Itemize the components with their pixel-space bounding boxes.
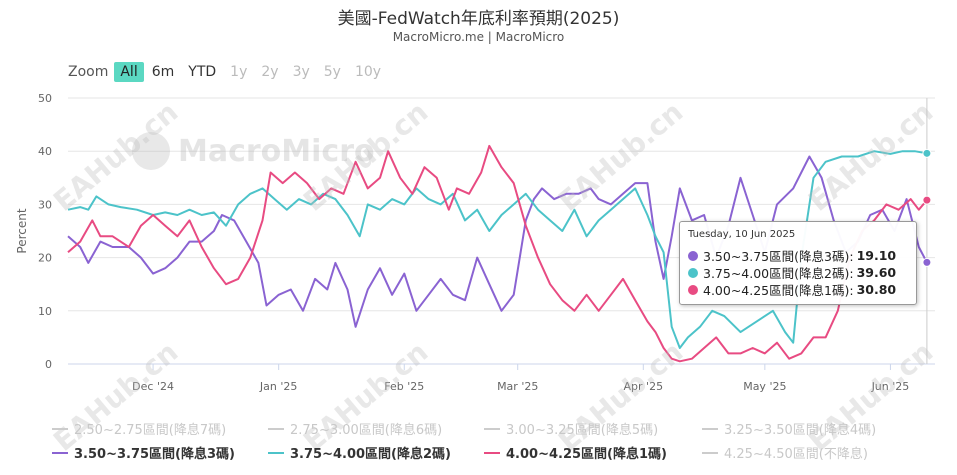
legend-line-icon [484,427,500,430]
y-tick-label: 20 [38,252,52,265]
legend-label: 3.25~3.50區間(降息4碼) [724,423,877,438]
hover-point-marker [922,148,932,158]
legend-item[interactable]: 3.25~3.50區間(降息4碼) [702,419,876,438]
zoom-button-3y[interactable]: 3y [292,64,310,80]
tooltip-row: 3.50~3.75區間(降息3碼): 19.10 [688,246,896,265]
legend-item[interactable]: 2.50~2.75區間(降息7碼) [52,419,226,438]
y-tick-label: 40 [38,145,52,158]
tooltip-row: 3.75~4.00區間(降息2碼): 39.60 [688,263,896,282]
tooltip-row-label: 3.50~3.75區間(降息3碼): [703,249,854,264]
legend-label: 2.50~2.75區間(降息7碼) [74,423,227,438]
tooltip-row: 4.00~4.25區間(降息1碼): 30.80 [688,280,896,299]
tooltip-row-value: 30.80 [856,282,897,297]
legend-line-icon [52,451,68,454]
x-tick-label: Mar '25 [497,380,538,393]
zoom-button-ytd[interactable]: YTD [188,64,217,80]
legend-line-icon [702,451,718,454]
legend-item[interactable]: 4.00~4.25區間(降息1碼) [484,443,667,462]
legend-line-icon [702,427,718,430]
legend-label: 4.00~4.25區間(降息1碼) [506,447,667,462]
tooltip-row-label: 3.75~4.00區間(降息2碼): [703,266,854,281]
chart-title: 美國-FedWatch年底利率預期(2025) [337,9,620,29]
zoom-button-1y[interactable]: 1y [230,64,248,80]
hover-point-marker [922,257,932,267]
legend-item[interactable]: 3.50~3.75區間(降息3碼) [52,443,235,462]
legend-line-icon [484,451,500,454]
legend-label: 3.50~3.75區間(降息3碼) [74,447,235,462]
legend-line-icon [52,427,68,430]
legend-label: 3.75~4.00區間(降息2碼) [290,447,451,462]
legend-label: 3.00~3.25區間(降息5碼) [506,423,659,438]
series-line [67,144,928,363]
tooltip-row-label: 4.00~4.25區間(降息1碼): [703,283,854,298]
data-tooltip: Tuesday, 10 Jun 2025 3.50~3.75區間(降息3碼): … [679,221,917,305]
hover-point-marker [922,195,932,205]
series-line [67,150,928,349]
x-tick-label: Jun '25 [871,380,910,393]
y-axis-label: Percent [15,208,29,253]
x-tick-label: Apr '25 [624,380,664,393]
x-tick-label: Dec '24 [132,380,174,393]
series-marker-icon [688,267,698,278]
tooltip-date: Tuesday, 10 Jun 2025 [688,229,796,240]
legend-label: 2.75~3.00區間(降息6碼) [290,423,443,438]
legend-item[interactable]: 2.75~3.00區間(降息6碼) [268,419,442,438]
legend-item[interactable]: 3.00~3.25區間(降息5碼) [484,419,658,438]
tooltip-row-value: 39.60 [856,265,897,280]
zoom-button-10y[interactable]: 10y [354,64,382,80]
legend-line-icon [268,451,284,454]
y-tick-label: 30 [38,198,52,211]
legend-item[interactable]: 4.25~4.50區間(不降息) [702,443,868,462]
legend-label: 4.25~4.50區間(不降息) [724,447,868,462]
zoom-button-5y[interactable]: 5y [323,64,341,80]
series-line [67,155,928,328]
x-tick-label: May '25 [743,380,786,393]
zoom-button-2y[interactable]: 2y [261,64,279,80]
x-tick-label: Jan '25 [259,380,297,393]
zoom-label: Zoom [68,64,109,80]
legend-item[interactable]: 3.75~4.00區間(降息2碼) [268,443,451,462]
zoom-button-all[interactable]: All [114,62,144,82]
series-marker-icon [688,284,698,295]
y-tick-label: 0 [45,358,52,371]
y-tick-label: 50 [38,92,52,105]
zoom-button-6m[interactable]: 6m [151,64,175,80]
y-tick-label: 10 [38,305,52,318]
series-marker-icon [688,250,698,261]
x-tick-label: Feb '25 [384,380,424,393]
chart-subtitle: MacroMicro.me | MacroMicro [392,30,565,44]
tooltip-row-value: 19.10 [856,248,897,263]
legend-line-icon [268,427,284,430]
zoom-range-selector: Zoom All 6m YTD 1y 2y 3y 5y 10y [68,61,389,83]
